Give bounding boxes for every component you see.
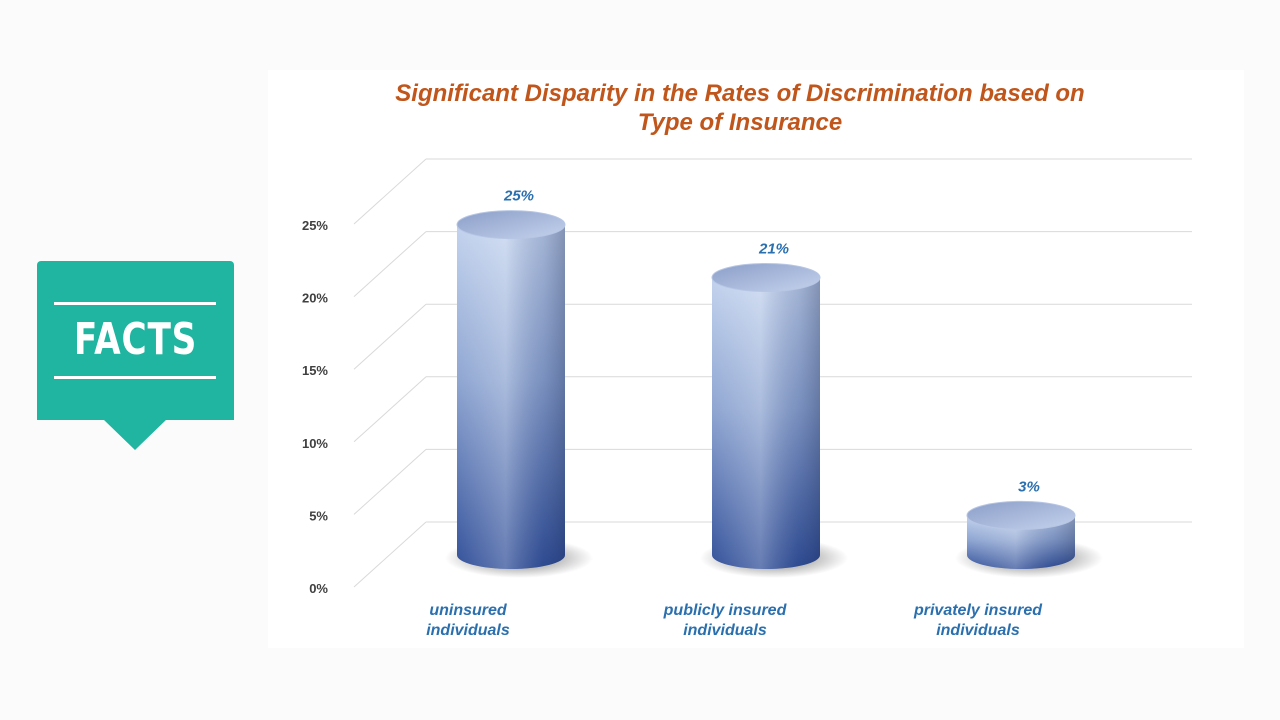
gridline-depth [353,449,427,515]
facts-pointer [103,419,167,450]
facts-badge: FACTS [37,261,234,451]
y-tick-label: 0% [309,581,328,596]
y-tick-label: 10% [302,436,328,451]
label-layer: 25% 21% 3% uninsured individuals publicly ins… [426,188,1043,639]
gridline-depth [353,303,427,370]
facts-rule-top [54,302,216,305]
x-category-label: individuals [936,622,1020,639]
bar [445,210,593,578]
data-label: 21% [758,241,789,258]
y-tick-label: 5% [309,508,328,523]
chart-title: Type of Insurance [638,109,843,136]
bar-body-shading [457,224,565,570]
x-category-label: individuals [683,622,767,639]
facts-box: FACTS [37,261,234,420]
x-category-label: publicly insured [663,602,788,619]
chart-title: Significant Disparity in the Rates of Di… [395,80,1084,107]
chart: 0% 5% 10% 15% 20% 25% 25% 21% 3% uninsured indivi… [302,80,1192,639]
bar-top [456,210,566,240]
bar [700,263,848,578]
x-category-label: uninsured [429,602,508,619]
x-category-label: privately insured [913,602,1043,619]
facts-rule-bottom [54,376,216,379]
data-label: 25% [503,188,534,205]
bar-top [966,500,1076,530]
gridline-depth [353,158,427,225]
chart-panel: 0% 5% 10% 15% 20% 25% 25% 21% 3% uninsured indivi… [268,70,1244,648]
bar-layer [445,210,1103,578]
x-category-label: individuals [426,622,510,639]
axis-layer: 0% 5% 10% 15% 20% 25% [302,218,328,596]
y-tick-label: 25% [302,218,328,233]
y-tick-label: 15% [302,363,328,378]
data-label: 3% [1018,478,1040,495]
bar-body-shading [967,515,1075,569]
y-tick-label: 20% [302,291,328,306]
title-layer: Significant Disparity in the Rates of Di… [395,80,1084,136]
facts-label: FACTS [73,314,198,365]
gridline-depth [353,521,427,588]
gridline-depth [353,376,427,443]
bar [955,500,1103,578]
gridline-depth [353,231,427,297]
bar-top [711,263,821,293]
bar-body-shading [712,277,820,569]
